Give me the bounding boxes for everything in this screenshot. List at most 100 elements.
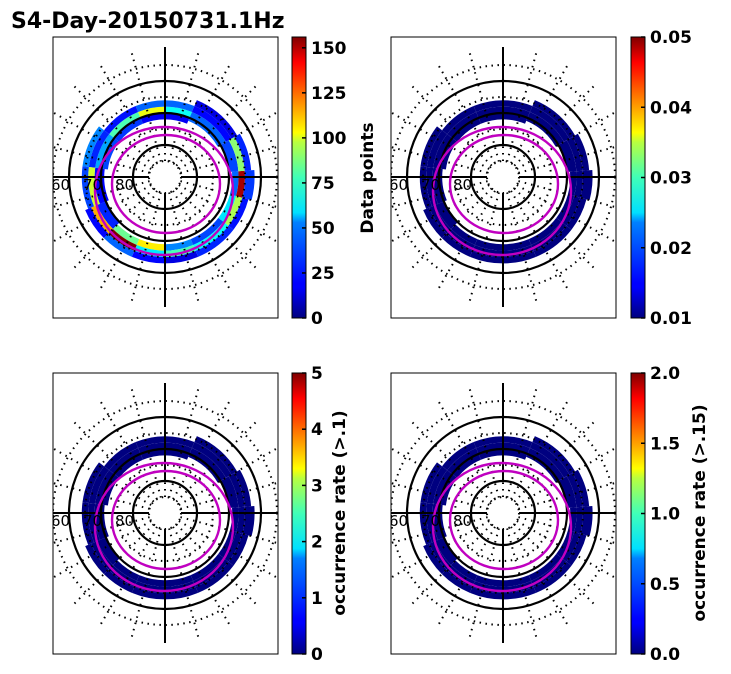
data-bin	[532, 436, 576, 475]
plot-frame	[52, 372, 279, 655]
data-bin	[195, 225, 234, 257]
data-bin	[566, 473, 583, 508]
data-bin	[136, 239, 165, 251]
colorbar-gradient	[291, 372, 307, 655]
data-bin	[97, 537, 120, 566]
data-bin	[223, 532, 243, 562]
data-bin	[195, 561, 234, 593]
data-bin	[114, 117, 143, 142]
colorbar-tick-label: 100	[311, 129, 347, 149]
colorbar-tick-label: 3	[311, 476, 323, 496]
auroral-oval-poleward	[110, 133, 222, 235]
data-bin	[476, 442, 503, 454]
data-bin	[566, 197, 587, 230]
data-bin	[194, 100, 238, 139]
data-bin	[503, 442, 530, 454]
data-bin	[503, 239, 532, 251]
data-bin	[441, 569, 473, 593]
colorbar-tick-label: 2.0	[650, 364, 680, 384]
data-bin	[561, 532, 581, 562]
data-bin	[190, 217, 224, 245]
data-bin	[220, 140, 239, 172]
auroral-oval-poleward	[110, 469, 222, 571]
colorbar-gradient	[291, 36, 307, 319]
data-bin	[558, 476, 577, 508]
data-bin	[528, 217, 562, 245]
plot-frame	[390, 372, 617, 655]
colorbar-tick-label: 1.0	[650, 505, 680, 525]
colorbar-label: occurrence rate (>.15)	[690, 404, 710, 621]
data-bin	[533, 225, 572, 257]
data-bin	[234, 133, 252, 171]
latitude-label: 60	[51, 512, 70, 530]
data-bin	[450, 560, 478, 581]
data-bin	[95, 470, 115, 505]
data-bin	[165, 250, 199, 264]
dotted-latitude-circle	[486, 160, 520, 194]
colorbar-tick-label: 5	[311, 364, 323, 384]
colorbar-tick-label: 0.03	[650, 169, 692, 189]
data-bin	[503, 575, 532, 587]
data-bin	[85, 543, 109, 575]
auroral-oval-poleward	[448, 133, 560, 235]
data-bin	[228, 197, 249, 230]
data-bin	[109, 111, 141, 139]
data-bin	[194, 436, 238, 475]
data-bin	[566, 533, 587, 566]
data-bin	[447, 111, 479, 139]
data-bin	[423, 207, 447, 239]
colorbar: 0 25 50 75 100 125 150 Data points	[291, 36, 378, 329]
dotted-latitude-circle	[148, 496, 182, 530]
data-bin	[97, 201, 120, 230]
data-bin	[474, 239, 503, 251]
plot-area: 60 70 80	[391, 47, 616, 307]
data-bin	[165, 586, 199, 600]
colorbar-tick-label: 0.0	[650, 645, 680, 665]
data-bin	[103, 569, 135, 593]
colorbar-label: Data points	[358, 122, 378, 233]
colorbar-tick-label: 1	[311, 589, 323, 609]
latitude-label: 70	[83, 176, 102, 194]
data-bin	[561, 196, 581, 226]
data-bin	[165, 442, 192, 454]
data-bin	[165, 106, 192, 118]
plot-area: 60 70 80	[53, 47, 278, 307]
latitude-label: 60	[389, 512, 408, 530]
auroral-oval-poleward	[448, 469, 560, 571]
colorbar-tick-label: 4	[311, 420, 323, 440]
colorbar-tick-label: 0.5	[650, 575, 680, 595]
colorbar-tick-label: 150	[311, 39, 347, 59]
data-bin	[435, 537, 458, 566]
data-bin	[572, 133, 590, 171]
data-bin	[452, 453, 481, 478]
data-bin	[228, 137, 245, 172]
colorbar: 0.010.020.030.040.05mean S4	[630, 28, 692, 329]
auroral-oval-equatorward	[431, 125, 573, 257]
colorbar-tick-label: 0	[311, 645, 323, 665]
plot-frame	[390, 36, 617, 319]
data-bin	[426, 466, 448, 504]
data-bin	[138, 106, 165, 118]
colorbar-tick-label: 1.5	[650, 434, 680, 454]
data-bin	[433, 134, 453, 169]
data-bin	[442, 106, 477, 135]
data-bin	[528, 553, 562, 581]
colorbar: 0 1 2 3 4 5 occurrence rate (>.1)	[291, 364, 350, 665]
panel-occurrence-rate-015: 60 70 80 0.0 0.5 1.0 1.5 2.0 occurrence rate (>.…	[389, 364, 710, 665]
data-bin	[104, 106, 139, 135]
latitude-label: 70	[83, 512, 102, 530]
latitude-label: 80	[453, 176, 472, 194]
latitude-label: 80	[115, 512, 134, 530]
data-bin	[533, 561, 572, 593]
plot-area: 60 70 80	[51, 383, 278, 643]
data-bin	[223, 196, 243, 226]
dotted-latitude-circle	[148, 160, 182, 194]
auroral-oval-equatorward	[93, 125, 235, 257]
data-bin	[228, 473, 245, 508]
data-bin	[566, 137, 583, 172]
colorbar-tick-label: 2	[311, 533, 323, 553]
chart-title: S4-Day-20150731.1Hz	[11, 9, 285, 34]
data-bin	[88, 466, 110, 504]
panel-data-points: 60 70 80 0 25 50 75 100 125 150 Data points	[52, 36, 378, 329]
